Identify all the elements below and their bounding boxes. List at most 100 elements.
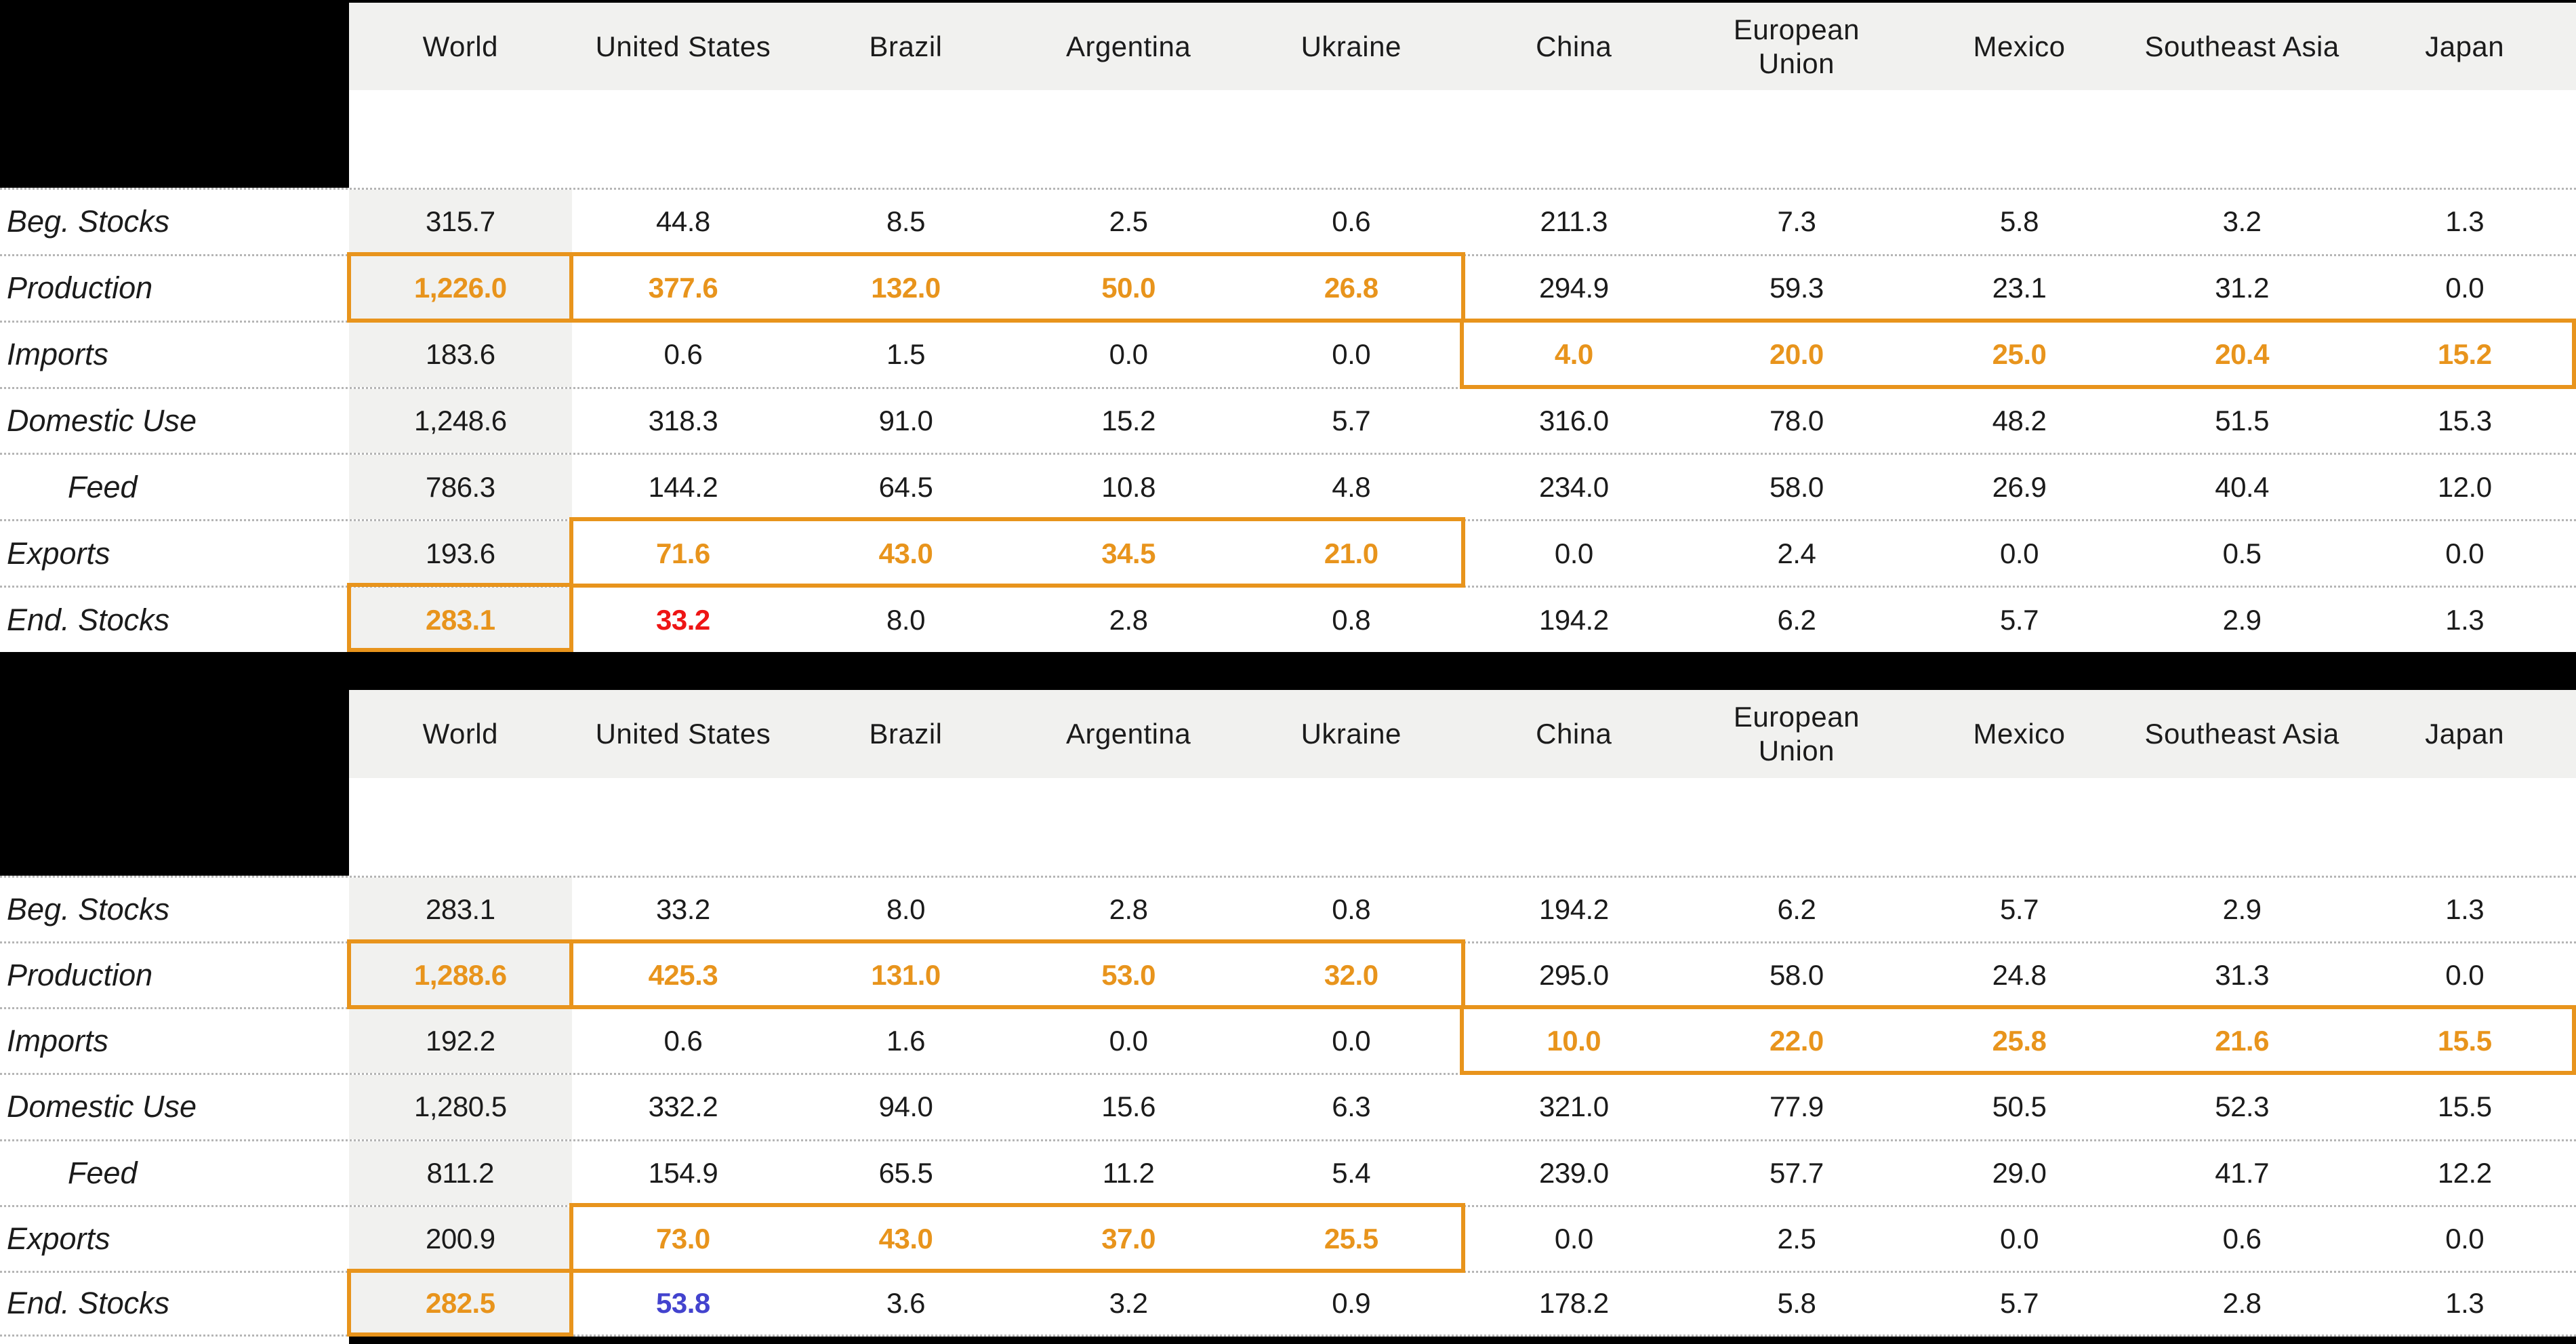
value-cell: 1.3 xyxy=(2353,588,2576,652)
value-text: 73.0 xyxy=(656,1222,710,1255)
value-cell: 1.3 xyxy=(2353,878,2576,941)
value-cell: 0.6 xyxy=(1240,190,1463,254)
value-text: 0.9 xyxy=(1332,1287,1371,1320)
value-cell: 53.0 xyxy=(1017,943,1240,1007)
value-cell: 21.0 xyxy=(1240,521,1463,586)
value-text: 5.7 xyxy=(2000,603,2039,636)
value-cell: 33.2 xyxy=(572,588,795,652)
value-text: 234.0 xyxy=(1538,470,1609,503)
table-row: Domestic Use 1,248.6 318.3 91.0 15.2 5.7 316.0… xyxy=(0,386,2576,453)
value-cell: 0.0 xyxy=(1463,521,1685,586)
value-cell: 20.4 xyxy=(2131,323,2354,387)
value-text: 8.5 xyxy=(886,205,925,238)
value-text: 58.0 xyxy=(1770,470,1824,503)
table-row: Imports 192.2 0.6 1.6 0.0 0.0 10.0 22.0 25.8 21.6… xyxy=(0,1007,2576,1074)
value-text: 5.7 xyxy=(2000,1287,2039,1320)
value-text: 200.9 xyxy=(425,1222,495,1255)
value-cell: 31.3 xyxy=(2131,943,2354,1007)
value-text: 71.6 xyxy=(656,537,710,569)
value-text: 3.6 xyxy=(886,1287,925,1320)
row-label: Beg. Stocks xyxy=(7,204,170,239)
value-text: 5.7 xyxy=(1332,404,1371,436)
value-cell: 6.2 xyxy=(1685,878,1908,941)
value-cell: 0.0 xyxy=(1240,1009,1463,1073)
value-cell: 7.3 xyxy=(1685,190,1908,254)
value-text: 2.9 xyxy=(2222,893,2262,926)
column-header-row: World United States Brazil Argentina Ukraine… xyxy=(349,690,2576,778)
value-text: 0.5 xyxy=(2222,537,2262,569)
value-text: 282.5 xyxy=(425,1287,495,1320)
value-text: 0.6 xyxy=(663,338,703,371)
value-text: 25.5 xyxy=(1324,1222,1378,1255)
value-text: 0.0 xyxy=(2445,272,2485,304)
value-cell: 8.0 xyxy=(794,588,1017,652)
value-text: 53.8 xyxy=(656,1287,710,1320)
value-text: 12.0 xyxy=(2437,470,2492,503)
value-cell: 294.9 xyxy=(1463,256,1685,321)
value-cell: 24.8 xyxy=(1908,943,2131,1007)
row-label: Beg. Stocks xyxy=(7,892,170,927)
value-text: 0.8 xyxy=(1332,893,1371,926)
value-cell: 26.8 xyxy=(1240,256,1463,321)
table-row: Exports 193.6 71.6 43.0 34.5 21.0 0.0 2.4 0.0 0.5… xyxy=(0,519,2576,586)
column-header: European Union xyxy=(1733,13,1860,79)
value-text: 6.3 xyxy=(1332,1091,1371,1123)
value-text: 25.0 xyxy=(1992,338,2047,371)
value-cell: 22.0 xyxy=(1685,1009,1908,1073)
value-cell: 59.3 xyxy=(1685,256,1908,321)
value-text: 15.2 xyxy=(2437,338,2492,371)
bottom-black-bar xyxy=(349,1337,2576,1344)
value-text: 43.0 xyxy=(878,1222,933,1255)
value-text: 131.0 xyxy=(871,959,941,992)
table-row: Feed 811.2 154.9 65.5 11.2 5.4 239.0 57.7 29.0 41… xyxy=(0,1139,2576,1205)
value-text: 53.0 xyxy=(1101,959,1156,992)
value-cell: 211.3 xyxy=(1463,190,1685,254)
value-text: 50.5 xyxy=(1992,1091,2047,1123)
table-row: Imports 183.6 0.6 1.5 0.0 0.0 4.0 20.0 25.0 20.4 1… xyxy=(0,320,2576,387)
value-text: 5.8 xyxy=(1777,1287,1816,1320)
value-text: 0.0 xyxy=(1109,338,1148,371)
redacted-title-block xyxy=(0,652,349,876)
value-text: 811.2 xyxy=(426,1156,495,1189)
value-text: 15.6 xyxy=(1101,1091,1156,1123)
value-cell: 3.6 xyxy=(794,1273,1017,1335)
value-text: 6.2 xyxy=(1777,893,1816,926)
value-text: 0.6 xyxy=(663,1025,703,1057)
table-row: End. Stocks 282.5 53.8 3.6 3.2 0.9 178.2 5.8 5.7… xyxy=(0,1270,2576,1337)
column-header: Argentina xyxy=(1065,30,1191,62)
value-cell: 332.2 xyxy=(572,1075,795,1139)
value-text: 78.0 xyxy=(1770,404,1824,436)
row-label: Feed xyxy=(68,469,138,504)
value-text: 332.2 xyxy=(648,1091,718,1123)
value-cell: 71.6 xyxy=(572,521,795,586)
value-text: 22.0 xyxy=(1770,1025,1824,1057)
value-cell: 5.7 xyxy=(1240,389,1463,453)
value-text: 33.2 xyxy=(656,893,710,926)
value-cell: 5.7 xyxy=(1908,588,2131,652)
value-text: 1.5 xyxy=(886,338,925,371)
value-text: 6.2 xyxy=(1777,603,1816,636)
table-body: Beg. Stocks 283.1 33.2 8.0 2.8 0.8 194.2 6.2 5.7… xyxy=(0,876,2576,1337)
value-cell: 10.0 xyxy=(1463,1009,1685,1073)
row-label: Domestic Use xyxy=(7,403,197,438)
row-label: Feed xyxy=(68,1155,138,1190)
value-cell: 15.2 xyxy=(1017,389,1240,453)
balance-table-upper: World United States Brazil Argentina Ukraine… xyxy=(0,0,2576,652)
column-header: World xyxy=(422,30,498,62)
value-cell: 0.0 xyxy=(1908,1207,2131,1271)
value-text: 0.0 xyxy=(1554,537,1593,569)
value-text: 0.0 xyxy=(2445,959,2485,992)
value-cell: 58.0 xyxy=(1685,943,1908,1007)
value-text: 0.6 xyxy=(2222,1222,2262,1255)
value-text: 94.0 xyxy=(878,1091,933,1123)
value-cell: 1.3 xyxy=(2353,1273,2576,1335)
value-text: 77.9 xyxy=(1770,1091,1824,1123)
table-row: Beg. Stocks 315.7 44.8 8.5 2.5 0.6 211.3 7.3 5.8… xyxy=(0,188,2576,254)
value-text: 23.1 xyxy=(1992,272,2047,304)
value-cell: 58.0 xyxy=(1685,455,1908,519)
value-cell: 6.3 xyxy=(1240,1075,1463,1139)
column-header: Brazil xyxy=(869,30,943,62)
value-text: 1,280.5 xyxy=(413,1091,507,1123)
value-text: 15.3 xyxy=(2437,404,2492,436)
column-header: Southeast Asia xyxy=(2144,718,2339,750)
